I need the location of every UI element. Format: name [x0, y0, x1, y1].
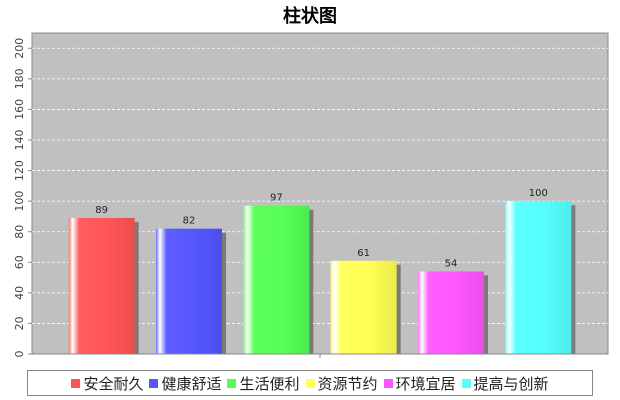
bar-3	[243, 205, 310, 354]
legend-item: 提高与创新	[461, 373, 549, 394]
y-tick-label: 180	[13, 68, 26, 89]
legend-label: 健康舒适	[161, 374, 222, 393]
bar-value-label: 54	[445, 258, 458, 269]
legend-label: 资源节约	[317, 374, 378, 393]
y-tick-label: 100	[13, 191, 26, 212]
legend-swatch	[461, 378, 471, 388]
bar-1	[68, 217, 135, 354]
bars	[68, 201, 576, 354]
data-labels: 89 82 97 61 54 100	[95, 188, 548, 269]
y-tick-label: 20	[13, 316, 26, 330]
legend-swatch	[71, 378, 81, 388]
legend-label: 环境宜居	[395, 374, 456, 393]
legend-item: 安全耐久	[71, 373, 143, 394]
y-tick-label: 140	[13, 130, 26, 151]
bar-value-label: 100	[529, 188, 548, 199]
y-tick-label: 160	[13, 99, 26, 120]
legend-item: 资源节约	[305, 373, 378, 394]
bar-2	[156, 228, 222, 354]
legend-label: 提高与创新	[473, 374, 549, 393]
bar-6	[505, 201, 572, 354]
legend-swatch	[305, 378, 315, 388]
legend-item: 生活便利	[227, 373, 300, 394]
bar-value-label: 89	[95, 205, 108, 216]
bar-4	[330, 260, 397, 354]
chart-title: 柱状图	[283, 6, 337, 27]
legend-label: 安全耐久	[83, 374, 144, 393]
legend-label: 生活便利	[239, 374, 300, 393]
legend-swatch	[227, 378, 237, 388]
legend: 安全耐久 健康舒适 生活便利 资源节约 环境宜居 提高与创新	[27, 370, 593, 396]
y-tick-label: 40	[13, 286, 26, 300]
y-tick-label: 80	[13, 225, 26, 239]
bar-value-label: 82	[183, 216, 196, 227]
y-tick-label: 200	[13, 38, 26, 59]
legend-swatch	[149, 378, 159, 388]
y-tick-label: 120	[13, 160, 26, 181]
bar-value-label: 61	[357, 248, 370, 259]
legend-swatch	[383, 378, 393, 388]
bar-value-label: 97	[270, 193, 283, 204]
y-tick-label: 0	[13, 351, 26, 358]
y-axis: 0 20 40 60 80 100 120 140 160 180 200	[13, 38, 32, 358]
legend-item: 健康舒适	[149, 373, 221, 394]
legend-item: 环境宜居	[383, 373, 456, 394]
y-tick-label: 60	[13, 255, 26, 269]
bar-5	[418, 271, 484, 354]
